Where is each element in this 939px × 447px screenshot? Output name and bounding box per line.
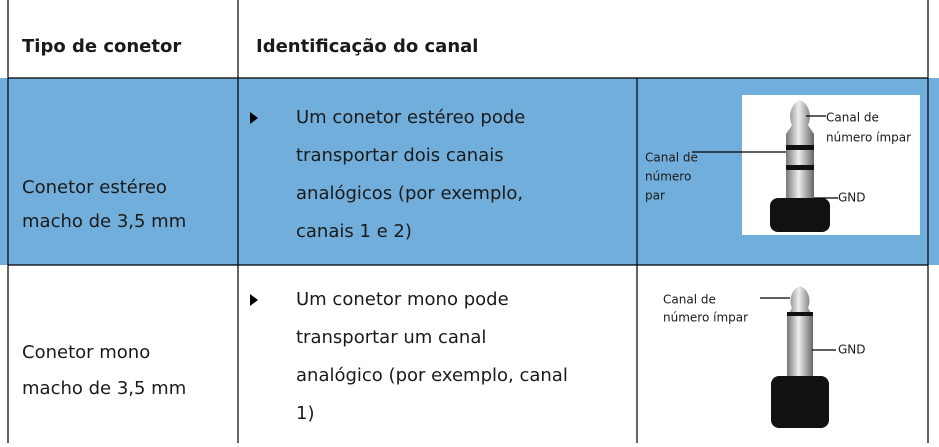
image-label: par xyxy=(645,189,665,203)
mono-jack xyxy=(771,286,829,428)
description: Um conetor estéreo pode xyxy=(296,107,525,128)
bullets xyxy=(250,112,258,306)
header-cell: Tipo de conetor xyxy=(22,36,181,57)
callouts xyxy=(760,297,836,351)
stereo-jack xyxy=(770,100,830,232)
description: canais 1 e 2) xyxy=(296,221,412,242)
header-cell: Identificação do canal xyxy=(256,36,478,57)
image-label: Canal de xyxy=(826,111,879,125)
image-label: Canal de xyxy=(663,293,716,307)
image-label: GND xyxy=(838,191,866,205)
description: transportar um canal xyxy=(296,327,486,348)
description: transportar dois canais xyxy=(296,145,504,166)
connector-type: macho de 3,5 mm xyxy=(22,211,186,232)
connector-type: Conetor estéreo xyxy=(22,177,167,198)
description: Um conetor mono pode xyxy=(296,289,509,310)
description: analógico (por exemplo, canal xyxy=(296,365,568,386)
image-label: GND xyxy=(838,343,866,357)
grid xyxy=(7,0,929,443)
image-label: Canal de xyxy=(645,151,698,165)
image-label: número ímpar xyxy=(663,311,748,325)
connector-type: Conetor mono xyxy=(22,342,150,363)
connector-type: macho de 3,5 mm xyxy=(22,378,186,399)
description: analógicos (por exemplo, xyxy=(296,183,523,204)
description: 1) xyxy=(296,403,314,424)
callouts xyxy=(692,115,838,199)
image-label: número xyxy=(645,170,691,184)
image-label: número ímpar xyxy=(826,131,911,145)
